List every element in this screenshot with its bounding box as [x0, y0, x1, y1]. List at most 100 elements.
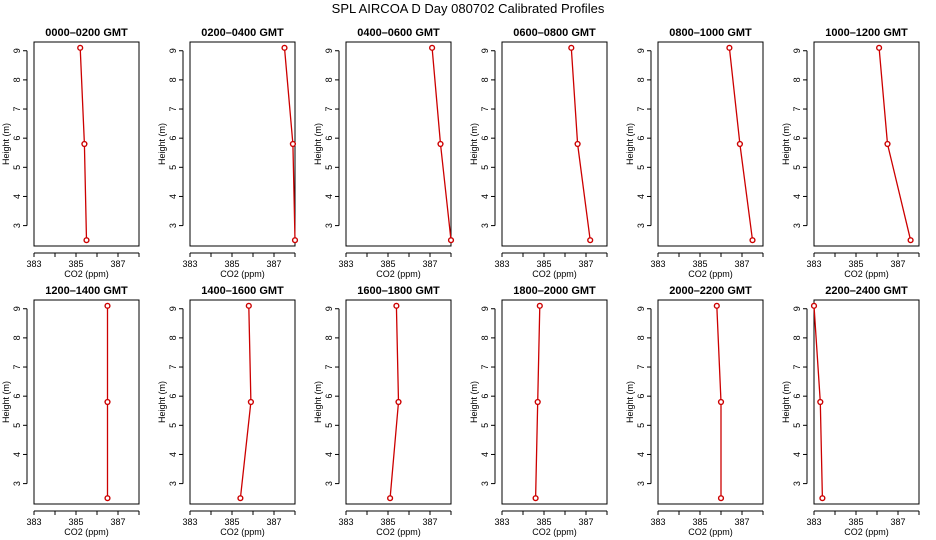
main-title: SPL AIRCOA D Day 080702 Calibrated Profi… — [331, 1, 605, 16]
data-point — [104, 302, 111, 309]
y-tick-label: 7 — [480, 107, 490, 112]
y-tick-label: 8 — [12, 77, 22, 82]
data-point — [713, 302, 720, 309]
y-axis-label: Height (m) — [313, 123, 323, 165]
y-tick-label: 5 — [636, 423, 646, 428]
y-axis-label: Height (m) — [157, 123, 167, 165]
y-tick-label: 6 — [324, 136, 334, 141]
x-tick-label: 383 — [182, 259, 197, 269]
y-tick-label: 8 — [792, 335, 802, 340]
y-axis-label: Height (m) — [625, 381, 635, 423]
plot-frame — [189, 41, 296, 247]
panel-title: 0600–0800 GMT — [513, 27, 596, 39]
y-tick-label: 5 — [324, 423, 334, 428]
x-tick-label: 385 — [380, 517, 395, 527]
y-tick-label: 6 — [792, 136, 802, 141]
y-tick-label: 8 — [480, 335, 490, 340]
y-tick-label: 8 — [12, 335, 22, 340]
x-tick-label: 387 — [422, 517, 437, 527]
x-tick-label: 385 — [692, 517, 707, 527]
x-tick-label: 385 — [68, 259, 83, 269]
y-tick-label: 9 — [636, 48, 646, 53]
plot-frame — [657, 299, 764, 505]
y-tick-label: 7 — [636, 107, 646, 112]
data-point — [437, 140, 444, 148]
y-tick-label: 4 — [12, 194, 22, 199]
x-axis-label: CO2 (ppm) — [376, 269, 421, 279]
y-tick-label: 3 — [168, 223, 178, 228]
y-tick-label: 5 — [12, 165, 22, 170]
plot-frame — [813, 41, 920, 247]
y-tick-label: 8 — [792, 77, 802, 82]
data-point — [291, 237, 299, 244]
x-tick-label: 383 — [182, 517, 197, 527]
x-axis-label: CO2 (ppm) — [376, 527, 421, 537]
x-tick-label: 387 — [110, 517, 125, 527]
x-tick-label: 385 — [380, 259, 395, 269]
x-tick-label: 387 — [578, 517, 593, 527]
y-tick-label: 4 — [636, 194, 646, 199]
y-tick-label: 4 — [480, 194, 490, 199]
x-axis-label: CO2 (ppm) — [64, 527, 109, 537]
plot-frame — [345, 299, 452, 505]
x-tick-label: 383 — [650, 259, 665, 269]
panel-title: 0400–0600 GMT — [357, 27, 440, 39]
panel-title: 0000–0200 GMT — [45, 27, 128, 39]
x-axis-label: CO2 (ppm) — [844, 527, 889, 537]
x-tick-label: 383 — [494, 259, 509, 269]
data-point — [387, 495, 394, 502]
x-tick-label: 383 — [494, 517, 509, 527]
x-tick-label: 385 — [692, 259, 707, 269]
y-axis-label: Height (m) — [469, 123, 479, 165]
x-tick-label: 383 — [26, 517, 41, 527]
data-point — [245, 302, 252, 309]
y-tick-label: 7 — [636, 365, 646, 370]
x-tick-label: 383 — [650, 517, 665, 527]
y-tick-label: 5 — [168, 423, 178, 428]
y-tick-label: 7 — [324, 107, 334, 112]
y-tick-label: 4 — [168, 194, 178, 199]
y-tick-label: 9 — [168, 48, 178, 53]
y-tick-label: 3 — [636, 223, 646, 228]
x-axis-label: CO2 (ppm) — [532, 527, 577, 537]
data-point — [587, 237, 594, 244]
x-tick-label: 385 — [224, 517, 239, 527]
x-axis-label: CO2 (ppm) — [688, 269, 733, 279]
x-tick-label: 387 — [266, 517, 281, 527]
y-tick-label: 9 — [792, 306, 802, 311]
y-tick-label: 5 — [12, 423, 22, 428]
y-tick-label: 5 — [168, 165, 178, 170]
y-tick-label: 6 — [636, 394, 646, 399]
y-tick-label: 6 — [324, 394, 334, 399]
y-tick-label: 9 — [12, 48, 22, 53]
profile-line — [570, 47, 591, 241]
data-point — [83, 237, 90, 244]
y-tick-label: 9 — [324, 306, 334, 311]
x-tick-label: 383 — [806, 517, 821, 527]
data-point — [429, 44, 436, 51]
y-tick-label: 4 — [480, 452, 490, 457]
y-tick-label: 6 — [12, 394, 22, 399]
y-tick-label: 6 — [12, 136, 22, 141]
panel-title: 1400–1600 GMT — [201, 285, 284, 297]
panel-title: 2200–2400 GMT — [825, 285, 908, 297]
y-tick-label: 9 — [324, 48, 334, 53]
y-tick-label: 4 — [636, 452, 646, 457]
panel-title: 0800–1000 GMT — [669, 27, 752, 39]
y-tick-label: 3 — [636, 481, 646, 486]
y-tick-label: 6 — [636, 136, 646, 141]
panel-title: 1600–1800 GMT — [357, 285, 440, 297]
x-axis-label: CO2 (ppm) — [532, 269, 577, 279]
y-tick-label: 4 — [12, 452, 22, 457]
data-point — [281, 44, 288, 51]
y-tick-label: 3 — [168, 481, 178, 486]
y-tick-label: 3 — [792, 481, 802, 486]
y-tick-label: 7 — [324, 365, 334, 370]
y-tick-label: 9 — [480, 48, 490, 53]
y-tick-label: 6 — [168, 394, 178, 399]
y-tick-label: 5 — [480, 165, 490, 170]
